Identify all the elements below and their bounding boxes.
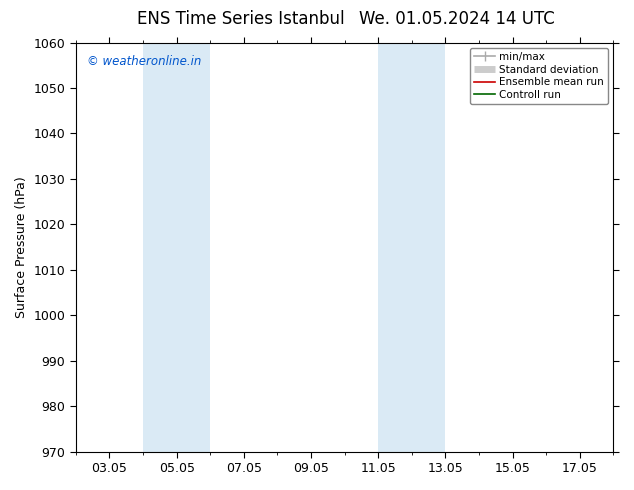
Text: We. 01.05.2024 14 UTC: We. 01.05.2024 14 UTC [359,10,554,28]
Bar [378,43,446,452]
Y-axis label: Surface Pressure (hPa): Surface Pressure (hPa) [15,176,28,318]
Bar [143,43,210,452]
Text: © weatheronline.in: © weatheronline.in [87,55,201,68]
Text: ENS Time Series Istanbul: ENS Time Series Istanbul [137,10,345,28]
Legend: min/max, Standard deviation, Ensemble mean run, Controll run: min/max, Standard deviation, Ensemble me… [470,48,608,104]
